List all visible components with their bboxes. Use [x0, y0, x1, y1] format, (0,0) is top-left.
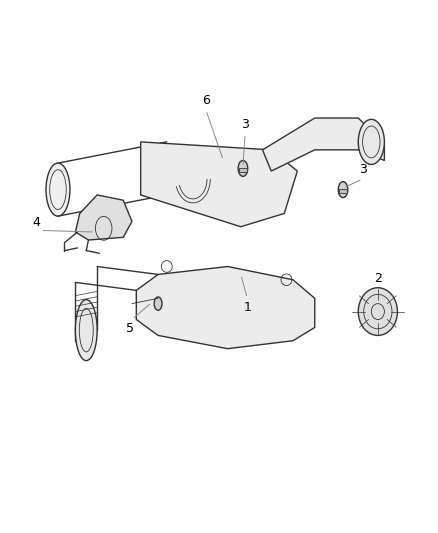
Ellipse shape [358, 119, 385, 165]
Polygon shape [141, 142, 297, 227]
Text: 4: 4 [32, 216, 40, 229]
Ellipse shape [238, 160, 248, 176]
Polygon shape [136, 266, 315, 349]
Text: 3: 3 [359, 163, 367, 176]
Ellipse shape [75, 300, 97, 361]
Ellipse shape [358, 288, 397, 335]
Ellipse shape [338, 182, 348, 198]
Polygon shape [339, 189, 347, 193]
Polygon shape [262, 118, 385, 171]
Ellipse shape [46, 163, 70, 216]
Text: 1: 1 [244, 301, 251, 314]
Ellipse shape [154, 297, 162, 310]
Text: 6: 6 [202, 94, 210, 108]
Text: 5: 5 [126, 322, 134, 335]
Polygon shape [75, 195, 132, 240]
Text: 3: 3 [241, 118, 249, 131]
Polygon shape [239, 168, 247, 172]
Text: 2: 2 [374, 272, 382, 285]
